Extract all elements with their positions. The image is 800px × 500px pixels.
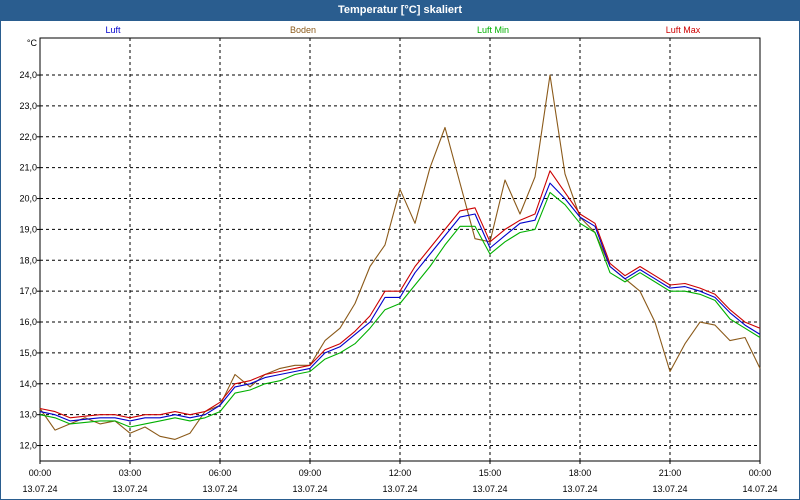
y-tick-label: 24,0: [19, 70, 37, 80]
y-tick-label: 13,0: [19, 410, 37, 420]
y-axis-label: °C: [27, 38, 38, 48]
x-tick-date: 13.07.24: [22, 484, 57, 494]
x-tick-date: 13.07.24: [562, 484, 597, 494]
y-tick-label: 20,0: [19, 194, 37, 204]
x-tick-date: 13.07.24: [652, 484, 687, 494]
x-tick-time: 00:00: [29, 468, 52, 478]
x-tick-date: 13.07.24: [472, 484, 507, 494]
y-tick-label: 23,0: [19, 101, 37, 111]
y-tick-label: 19,0: [19, 224, 37, 234]
y-tick-label: 16,0: [19, 317, 37, 327]
x-tick-date: 13.07.24: [292, 484, 327, 494]
x-tick-date: 13.07.24: [382, 484, 417, 494]
legend-entry: Boden: [290, 25, 316, 35]
x-tick-time: 00:00: [749, 468, 772, 478]
x-tick-time: 03:00: [119, 468, 142, 478]
y-tick-label: 22,0: [19, 132, 37, 142]
y-tick-label: 12,0: [19, 441, 37, 451]
x-tick-time: 15:00: [479, 468, 502, 478]
x-tick-time: 06:00: [209, 468, 232, 478]
x-tick-time: 21:00: [659, 468, 682, 478]
x-tick-time: 09:00: [299, 468, 322, 478]
x-tick-date: 13.07.24: [112, 484, 147, 494]
legend-entry: Luft Max: [666, 25, 701, 35]
y-tick-label: 14,0: [19, 379, 37, 389]
x-tick-time: 12:00: [389, 468, 412, 478]
y-tick-label: 21,0: [19, 163, 37, 173]
x-tick-date: 14.07.24: [742, 484, 777, 494]
series-line-luft: [39, 182, 761, 422]
y-tick-label: 18,0: [19, 255, 37, 265]
x-tick-date: 13.07.24: [202, 484, 237, 494]
series-line-luft-max: [39, 170, 761, 419]
x-tick-time: 18:00: [569, 468, 592, 478]
series-line-boden: [39, 74, 761, 440]
y-tick-label: 17,0: [19, 286, 37, 296]
window-title: Temperatur [°C] skaliert: [1, 1, 799, 21]
legend-entry: Luft: [105, 25, 121, 35]
series-line-luft-min: [39, 191, 761, 428]
y-tick-label: 15,0: [19, 348, 37, 358]
legend-entry: Luft Min: [477, 25, 509, 35]
